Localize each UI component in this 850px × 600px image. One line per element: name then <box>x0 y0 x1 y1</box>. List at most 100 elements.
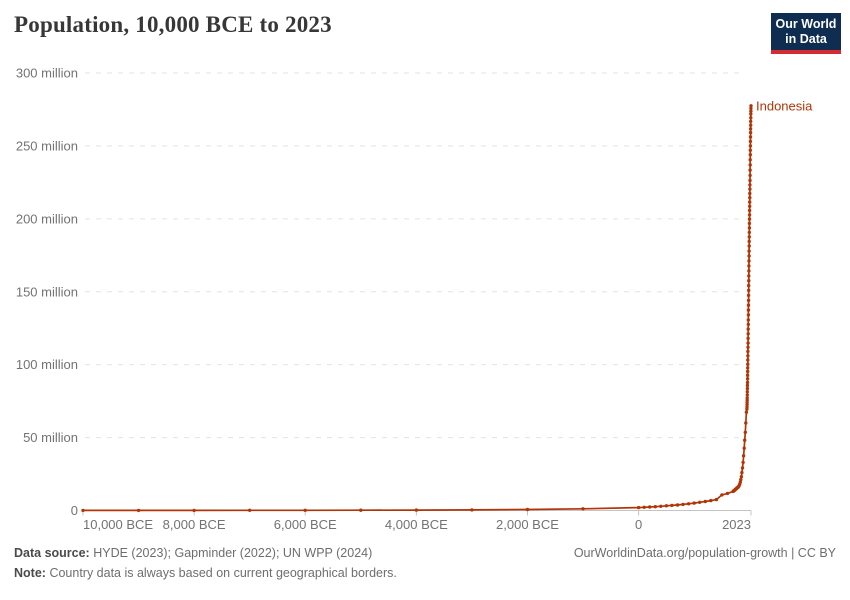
data-point-marker <box>748 158 752 162</box>
owid-logo-line1: Our World <box>775 17 837 31</box>
data-point-marker <box>745 393 749 397</box>
y-tick-label: 0 <box>71 503 78 518</box>
data-point-marker <box>659 504 663 508</box>
data-point-marker <box>703 499 707 504</box>
data-point-marker <box>747 230 751 235</box>
data-point-marker <box>692 501 696 505</box>
data-point-marker <box>748 127 753 131</box>
data-point-marker <box>747 259 751 263</box>
data-point-marker <box>745 390 749 394</box>
x-tick-label: 2,000 BCE <box>496 517 559 532</box>
data-point-marker <box>748 130 753 135</box>
data-point-marker <box>740 470 744 475</box>
data-point-marker <box>642 505 646 509</box>
data-point-marker <box>359 508 363 512</box>
data-point-marker <box>670 503 674 508</box>
data-points <box>81 104 753 513</box>
data-point-marker <box>746 313 751 317</box>
series-label-indonesia: Indonesia <box>756 98 813 113</box>
note-label: Note: <box>14 566 46 580</box>
y-axis-labels: 0 50 million 100 million 150 million 200 mil… <box>16 66 78 519</box>
data-point-marker <box>749 109 753 113</box>
data-point-marker <box>414 508 419 512</box>
data-point-marker <box>747 269 751 273</box>
data-point-marker <box>749 112 753 116</box>
data-point-marker <box>581 507 585 511</box>
page-title: Population, 10,000 BCE to 2023 <box>14 12 332 37</box>
data-point-marker <box>741 460 745 465</box>
data-point-marker <box>686 502 691 506</box>
data-point-marker <box>739 477 743 482</box>
x-tick-label: 10,000 BCE <box>83 517 153 532</box>
data-point-marker <box>714 497 719 502</box>
data-source-text: HYDE (2023); Gapminder (2022); UN WPP (2… <box>93 546 373 560</box>
data-point-marker <box>81 508 85 513</box>
x-tick-label: 2023 <box>722 517 751 532</box>
owid-logo-line2: in Data <box>785 32 827 46</box>
x-tick-label: 6,000 BCE <box>274 517 337 532</box>
data-point-marker <box>745 405 749 409</box>
data-point-marker <box>747 235 751 239</box>
data-point-marker <box>745 386 750 391</box>
data-point-marker <box>745 396 749 400</box>
data-point-marker <box>747 249 751 253</box>
x-axis-labels: 10,000 BCE 8,000 BCE 6,000 BCE 4,000 BCE 2,0… <box>82 510 752 532</box>
data-point-marker <box>746 366 750 370</box>
data-point-marker <box>136 508 141 513</box>
indonesia-line <box>82 104 752 512</box>
data-point-marker <box>749 106 753 111</box>
data-point-marker <box>746 303 751 307</box>
data-point-marker <box>739 475 744 479</box>
data-point-marker <box>743 438 747 442</box>
data-point-marker <box>192 508 196 513</box>
data-point-marker <box>747 244 751 248</box>
data-point-marker <box>748 144 753 148</box>
data-point-marker <box>744 421 748 425</box>
data-point-marker <box>748 163 752 167</box>
data-point-marker <box>747 208 752 213</box>
data-point-marker <box>743 430 747 434</box>
data-point-marker <box>746 345 750 349</box>
data-point-marker <box>747 283 751 288</box>
data-source-label: Data source: <box>14 546 90 560</box>
data-point-marker <box>748 187 752 191</box>
data-point-marker <box>525 507 530 512</box>
x-tick-label: 0 <box>635 517 642 532</box>
data-point-marker <box>742 446 746 450</box>
data-point-marker <box>664 504 669 508</box>
data-point-marker <box>747 279 751 283</box>
data-point-marker <box>745 373 750 377</box>
data-point-marker <box>746 298 751 303</box>
data-point-marker <box>748 139 753 144</box>
data-point-marker <box>681 502 685 507</box>
data-point-marker <box>748 204 752 208</box>
attribution: OurWorldinData.org/population-growth | C… <box>573 546 836 560</box>
data-point-marker <box>746 308 751 312</box>
data-point-marker <box>748 148 752 152</box>
data-point-marker <box>749 123 753 127</box>
gridlines <box>85 72 744 439</box>
data-point-marker <box>746 341 750 345</box>
data-point-marker <box>746 332 750 336</box>
data-point-marker <box>748 191 752 196</box>
data-point-marker <box>745 377 750 381</box>
data-point-marker <box>749 119 753 124</box>
data-point-marker <box>749 104 753 108</box>
data-point-marker <box>746 354 750 358</box>
data-point-marker <box>748 200 752 204</box>
data-point-marker <box>749 116 753 120</box>
y-tick-label: 300 million <box>16 66 78 81</box>
data-point-marker <box>746 349 750 354</box>
data-point-marker <box>744 410 749 414</box>
data-point-marker <box>747 226 752 230</box>
data-point-marker <box>747 288 751 293</box>
y-tick-label: 100 million <box>16 357 78 372</box>
footer-left: Data source: HYDE (2023); Gapminder (202… <box>14 543 397 583</box>
data-point-marker <box>248 508 252 512</box>
data-point-marker <box>746 369 750 374</box>
data-point-marker <box>741 454 746 458</box>
data-point-marker <box>746 322 750 327</box>
y-tick-label: 200 million <box>16 211 78 226</box>
data-point-marker <box>636 505 641 510</box>
